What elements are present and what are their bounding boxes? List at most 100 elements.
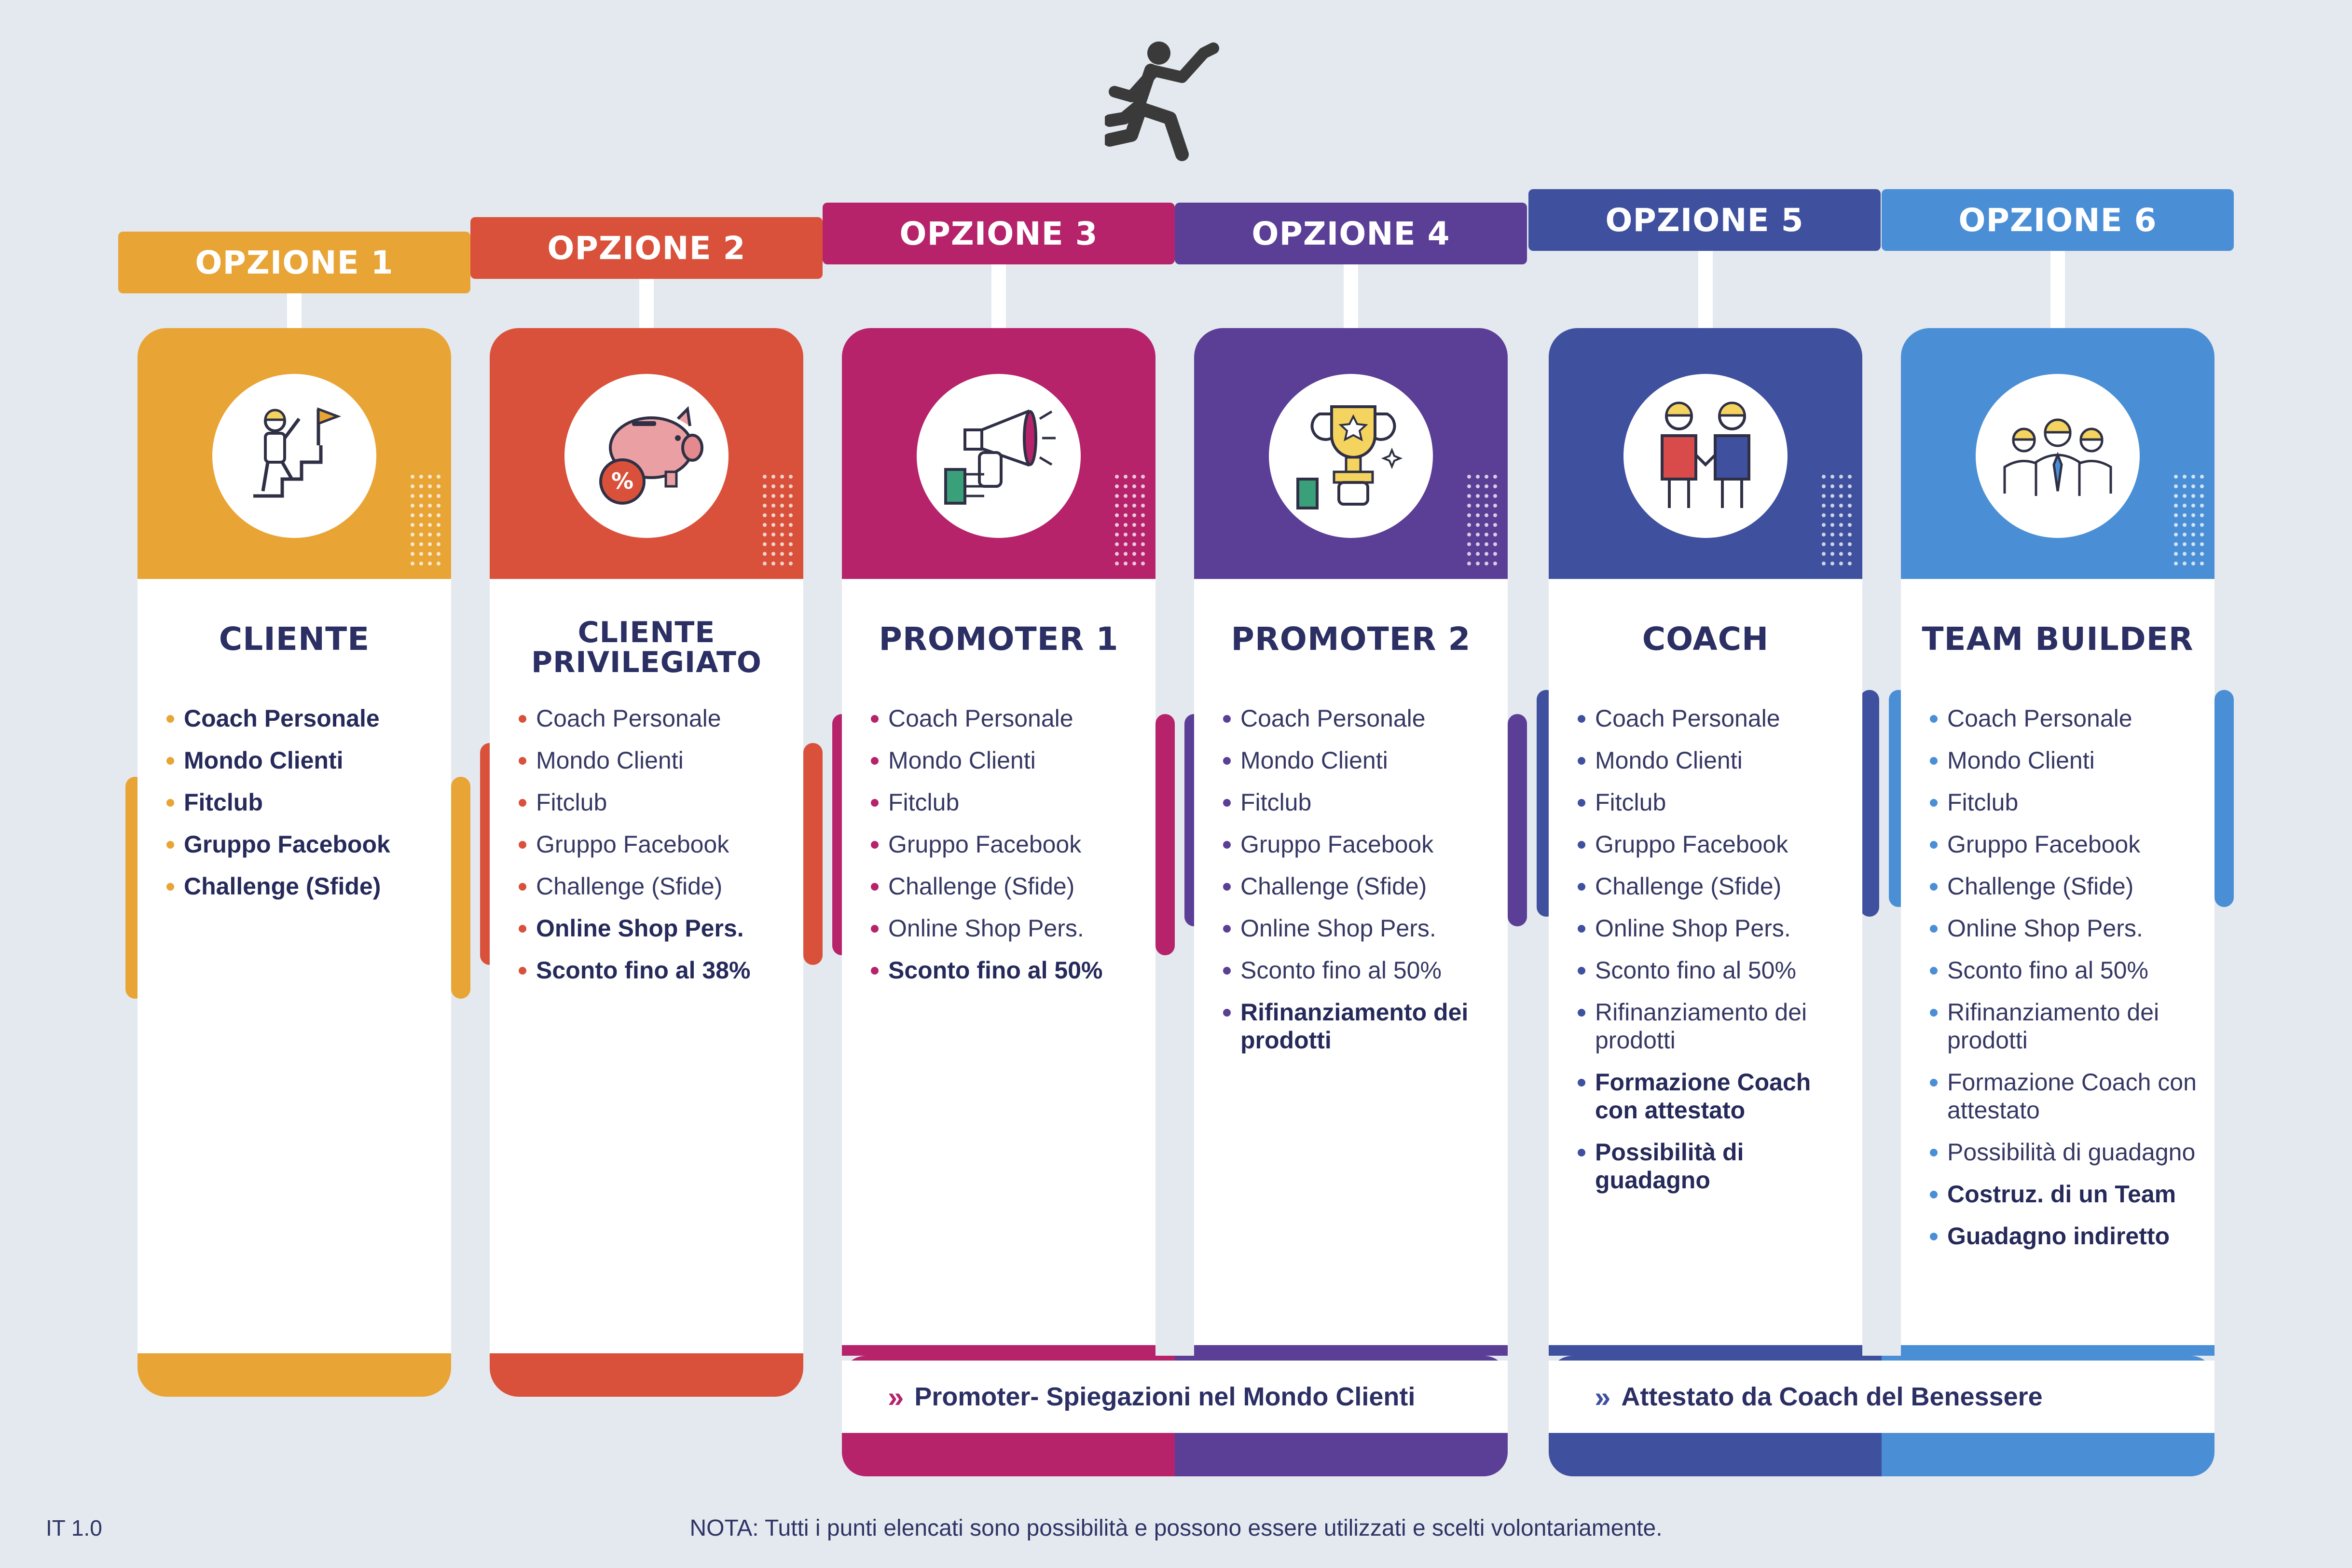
feature-item: Online Shop Pers. — [1223, 914, 1498, 942]
feature-text: Sconto fino al 38% — [536, 957, 751, 984]
tab-connector — [1344, 261, 1358, 333]
card-footer — [490, 1353, 803, 1397]
option-card-6: TEAM BUILDER Coach Personale Mondo Clienti… — [1901, 328, 2214, 1356]
team-people-icon — [1993, 407, 2123, 505]
trophy-hand-icon — [1288, 392, 1414, 520]
feature-text: Coach Personale — [1595, 705, 1780, 732]
card-title: CLIENTE — [219, 620, 370, 658]
bullet-dot-icon — [871, 757, 879, 765]
feature-item: Coach Personale — [871, 704, 1146, 732]
bullet-dot-icon — [1930, 1191, 1938, 1198]
bullet-dot-icon — [1578, 757, 1585, 765]
feature-list: Coach Personale Mondo Clienti Fitclub Grupp… — [1930, 704, 2205, 1264]
running-person-icon — [1105, 41, 1219, 161]
feature-text: Coach Personale — [536, 705, 721, 732]
feature-text: Fitclub — [1595, 789, 1666, 816]
option-tab-5: OPZIONE 5 — [1528, 189, 1881, 251]
feature-text: Mondo Clienti — [1240, 747, 1388, 774]
version-label: IT 1.0 — [46, 1515, 102, 1540]
side-accent-bar — [451, 777, 470, 999]
bullet-dot-icon — [1930, 925, 1938, 933]
feature-text: Fitclub — [888, 789, 960, 816]
feature-item: Mondo Clienti — [166, 746, 441, 774]
feature-text: Coach Personale — [1947, 705, 2132, 732]
bullet-dot-icon — [519, 841, 526, 849]
side-accent-bar — [803, 743, 823, 965]
feature-item: Formazione Coach con attestato — [1578, 1068, 1853, 1124]
bullet-dot-icon — [1223, 925, 1231, 933]
card-header-notch — [1901, 579, 2214, 608]
bullet-dot-icon — [871, 841, 879, 849]
card-title: PROMOTER 1 — [879, 620, 1119, 658]
feature-item: Sconto fino al 50% — [1223, 956, 1498, 984]
feature-text: Possibilità di guadagno — [1947, 1139, 2196, 1166]
feature-text: Sconto fino al 50% — [1240, 957, 1442, 984]
feature-text: Online Shop Pers. — [536, 915, 744, 942]
option-tab-2: OPZIONE 2 — [470, 217, 823, 279]
feature-list: Coach Personale Mondo Clienti Fitclub Grupp… — [871, 704, 1146, 998]
bullet-dot-icon — [1223, 883, 1231, 891]
feature-text: Rifinanziamento dei prodotti — [1947, 999, 2159, 1054]
card-footer-strip — [1901, 1345, 2214, 1356]
bullet-dot-icon — [1930, 1233, 1938, 1240]
bullet-dot-icon — [1930, 1009, 1938, 1017]
feature-text: Online Shop Pers. — [1240, 915, 1436, 942]
feature-item: Fitclub — [1578, 788, 1853, 816]
feature-text: Gruppo Facebook — [1595, 831, 1788, 858]
feature-item: Coach Personale — [166, 704, 441, 732]
decorative-dots — [1465, 473, 1499, 569]
bullet-dot-icon — [1930, 715, 1938, 723]
bullet-dot-icon — [166, 757, 174, 765]
feature-item: Coach Personale — [1578, 704, 1853, 732]
feature-item: Coach Personale — [519, 704, 794, 732]
bullet-dot-icon — [166, 715, 174, 723]
feature-text: Sconto fino al 50% — [1595, 957, 1796, 984]
bullet-dot-icon — [1930, 967, 1938, 975]
feature-text: Sconto fino al 50% — [888, 957, 1103, 984]
feature-item: Challenge (Sfide) — [1223, 872, 1498, 900]
feature-item: Gruppo Facebook — [166, 830, 441, 858]
feature-item: Costruz. di un Team — [1930, 1180, 2205, 1208]
feature-list: Coach Personale Mondo Clienti Fitclub Grupp… — [1223, 704, 1498, 1068]
tab-connector — [639, 275, 654, 333]
bullet-dot-icon — [871, 925, 879, 933]
feature-text: Online Shop Pers. — [1947, 915, 2143, 942]
bullet-dot-icon — [871, 967, 879, 975]
feature-item: Challenge (Sfide) — [166, 872, 441, 900]
chevron-right-icon: » — [888, 1380, 904, 1413]
decorative-dots — [1820, 473, 1854, 569]
feature-item: Formazione Coach con attestato — [1930, 1068, 2205, 1124]
option-tab-6: OPZIONE 6 — [1882, 189, 2234, 251]
feature-text: Challenge (Sfide) — [1947, 873, 2134, 900]
bullet-dot-icon — [166, 799, 174, 807]
card-header-notch — [1194, 579, 1508, 608]
feature-text: Gruppo Facebook — [536, 831, 729, 858]
feature-text: Online Shop Pers. — [888, 915, 1084, 942]
tab-connector — [991, 261, 1006, 333]
bullet-dot-icon — [1223, 1009, 1231, 1017]
feature-item: Gruppo Facebook — [1223, 830, 1498, 858]
bullet-dot-icon — [1223, 715, 1231, 723]
feature-text: Mondo Clienti — [536, 747, 684, 774]
icon-badge — [1623, 374, 1788, 538]
feature-item: Challenge (Sfide) — [871, 872, 1146, 900]
bullet-dot-icon — [871, 799, 879, 807]
feature-text: Mondo Clienti — [1947, 747, 2095, 774]
feature-text: Gruppo Facebook — [1240, 831, 1434, 858]
feature-text: Challenge (Sfide) — [184, 873, 381, 900]
bullet-dot-icon — [519, 799, 526, 807]
feature-text: Fitclub — [1947, 789, 2019, 816]
feature-item: Mondo Clienti — [1930, 746, 2205, 774]
handshake-people-icon — [1643, 392, 1768, 520]
feature-item: Gruppo Facebook — [1578, 830, 1853, 858]
feature-text: Mondo Clienti — [888, 747, 1036, 774]
feature-list: Coach Personale Mondo Clienti Fitclub Grupp… — [519, 704, 794, 998]
feature-text: Rifinanziamento dei prodotti — [1595, 999, 1807, 1054]
feature-item: Online Shop Pers. — [519, 914, 794, 942]
card-title: TEAM BUILDER — [1922, 620, 2194, 658]
option-tab-1: OPZIONE 1 — [118, 232, 470, 293]
feature-list: Coach Personale Mondo Clienti Fitclub Grupp… — [166, 704, 441, 914]
option-card-3: PROMOTER 1 Coach Personale Mondo Clienti Fi… — [842, 328, 1155, 1356]
bullet-dot-icon — [166, 883, 174, 891]
